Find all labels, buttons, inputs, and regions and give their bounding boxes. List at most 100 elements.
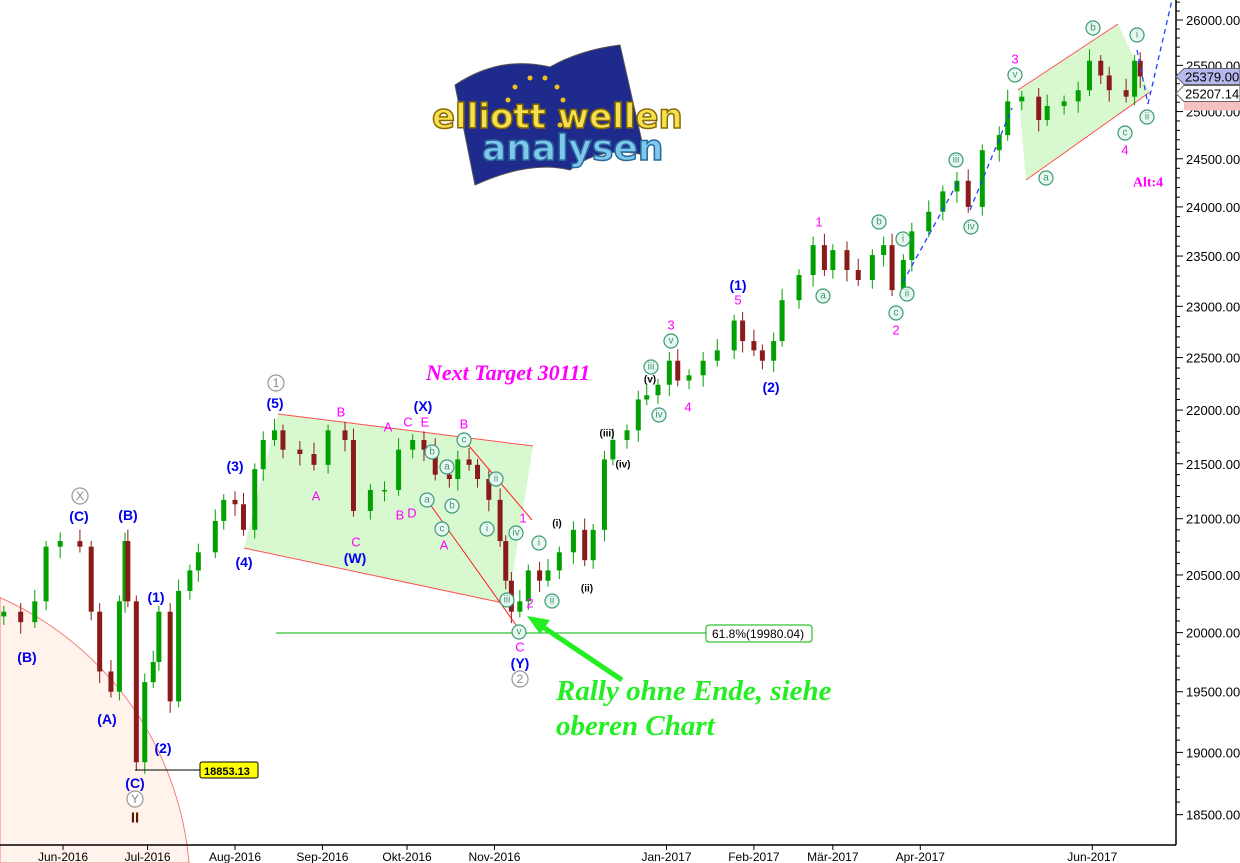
- wave-label: (iv): [616, 460, 631, 471]
- candle-body: [954, 180, 960, 192]
- candle-body: [240, 504, 246, 530]
- wave-label-text: ii: [550, 596, 554, 607]
- candle: [187, 564, 193, 600]
- wave-label-text: A: [312, 489, 321, 504]
- wave-label: A: [384, 420, 393, 435]
- wave-label-text: 2: [892, 323, 899, 338]
- candle-body: [821, 245, 827, 271]
- wave-label-text: (C): [69, 508, 88, 524]
- wave-label-text: a: [424, 495, 430, 506]
- candle: [116, 595, 122, 701]
- wave-label: a: [1038, 170, 1054, 186]
- candle: [497, 488, 503, 547]
- x-tick-label: Mär-2017: [807, 850, 859, 863]
- candle: [57, 532, 63, 559]
- wave-label: (A): [97, 711, 116, 727]
- y-tick-label: 20000.00: [1186, 626, 1240, 641]
- candle: [570, 521, 576, 564]
- wave-label-text: b: [1090, 23, 1096, 34]
- wave-label-text: (C): [125, 775, 144, 791]
- candle: [926, 200, 932, 238]
- wave-circle-icon: [424, 444, 440, 460]
- candle: [517, 589, 523, 618]
- candle: [18, 603, 24, 634]
- candle-body: [260, 439, 266, 470]
- candle-body: [675, 360, 681, 381]
- green-arrow-shaft: [538, 622, 624, 683]
- wave-circle-icon: [948, 152, 964, 168]
- wave-label: Y: [126, 790, 144, 808]
- candle-body: [810, 245, 816, 276]
- y-tick-label: 24500.00: [1186, 152, 1240, 167]
- wave-label: iii: [948, 152, 964, 168]
- candle: [297, 441, 303, 466]
- candle-body: [475, 464, 481, 480]
- wave-label: 5: [734, 293, 741, 308]
- x-tick-label: Aug-2016: [209, 850, 261, 863]
- wave-label: iii: [643, 359, 659, 375]
- wave-label: (W): [344, 550, 367, 566]
- wave-label: i: [1129, 27, 1145, 43]
- candle: [122, 532, 128, 613]
- wave-label: (i): [552, 519, 561, 530]
- candle: [582, 518, 588, 567]
- channel-1-upper-line: [277, 413, 534, 447]
- candle-body: [1019, 96, 1025, 102]
- candle-body: [133, 601, 139, 763]
- channel-1-lower-line: [243, 547, 509, 605]
- candle: [195, 543, 201, 582]
- wave-label: 1: [519, 511, 526, 526]
- wave-label-text: b: [876, 217, 882, 228]
- wave-label: c: [888, 305, 904, 321]
- wave-label-text: iii: [953, 155, 960, 166]
- x-tick-label: Nov-2016: [468, 850, 520, 863]
- candle: [1019, 90, 1025, 110]
- candle-body: [590, 529, 596, 561]
- wave-label-text: 3: [1011, 52, 1018, 67]
- y-tick-label: 26000.00: [1186, 13, 1240, 28]
- wave-label: v: [663, 333, 679, 349]
- candle: [869, 249, 875, 289]
- wave-circle-icon: [419, 492, 435, 508]
- wave-circle-icon: [126, 790, 144, 808]
- candle: [1123, 78, 1129, 103]
- y-tick-label: 19000.00: [1186, 745, 1240, 760]
- candle: [525, 564, 531, 610]
- wave-label: (1): [729, 277, 746, 293]
- candle: [455, 450, 461, 491]
- wave-label: 3: [1011, 52, 1018, 67]
- wave-label: 4: [1121, 143, 1128, 158]
- wave-label: iv: [651, 407, 667, 423]
- wave-label-text: b: [449, 501, 455, 512]
- candle: [610, 428, 616, 466]
- wave-label: c: [456, 432, 472, 448]
- wave-label: v: [511, 624, 527, 640]
- wave-circle-icon: [1007, 67, 1023, 83]
- candle-body: [342, 430, 348, 440]
- candle-body: [125, 541, 131, 602]
- candle-body: [280, 430, 286, 450]
- wave-circle-icon: [71, 487, 89, 505]
- wave-label: 4: [684, 400, 691, 415]
- wave-label-text: A: [384, 420, 393, 435]
- candle: [940, 185, 946, 221]
- fib-label: 61.8%(19980.04): [712, 627, 804, 641]
- candle: [830, 244, 836, 279]
- candle-body: [252, 469, 258, 530]
- wave-label-text: B: [460, 417, 469, 432]
- wave-circle-icon: [1129, 27, 1145, 43]
- candle: [221, 494, 227, 530]
- candle-body: [486, 479, 492, 500]
- candle-body: [325, 430, 331, 465]
- candle-body: [455, 459, 461, 480]
- candle-body: [582, 529, 588, 561]
- candle: [125, 529, 131, 608]
- wave-label-text: iii: [504, 595, 511, 606]
- candle: [624, 424, 630, 449]
- wave-label: ii: [544, 593, 560, 609]
- candle: [212, 509, 218, 559]
- candle: [759, 344, 765, 370]
- wave-label: E: [421, 415, 430, 430]
